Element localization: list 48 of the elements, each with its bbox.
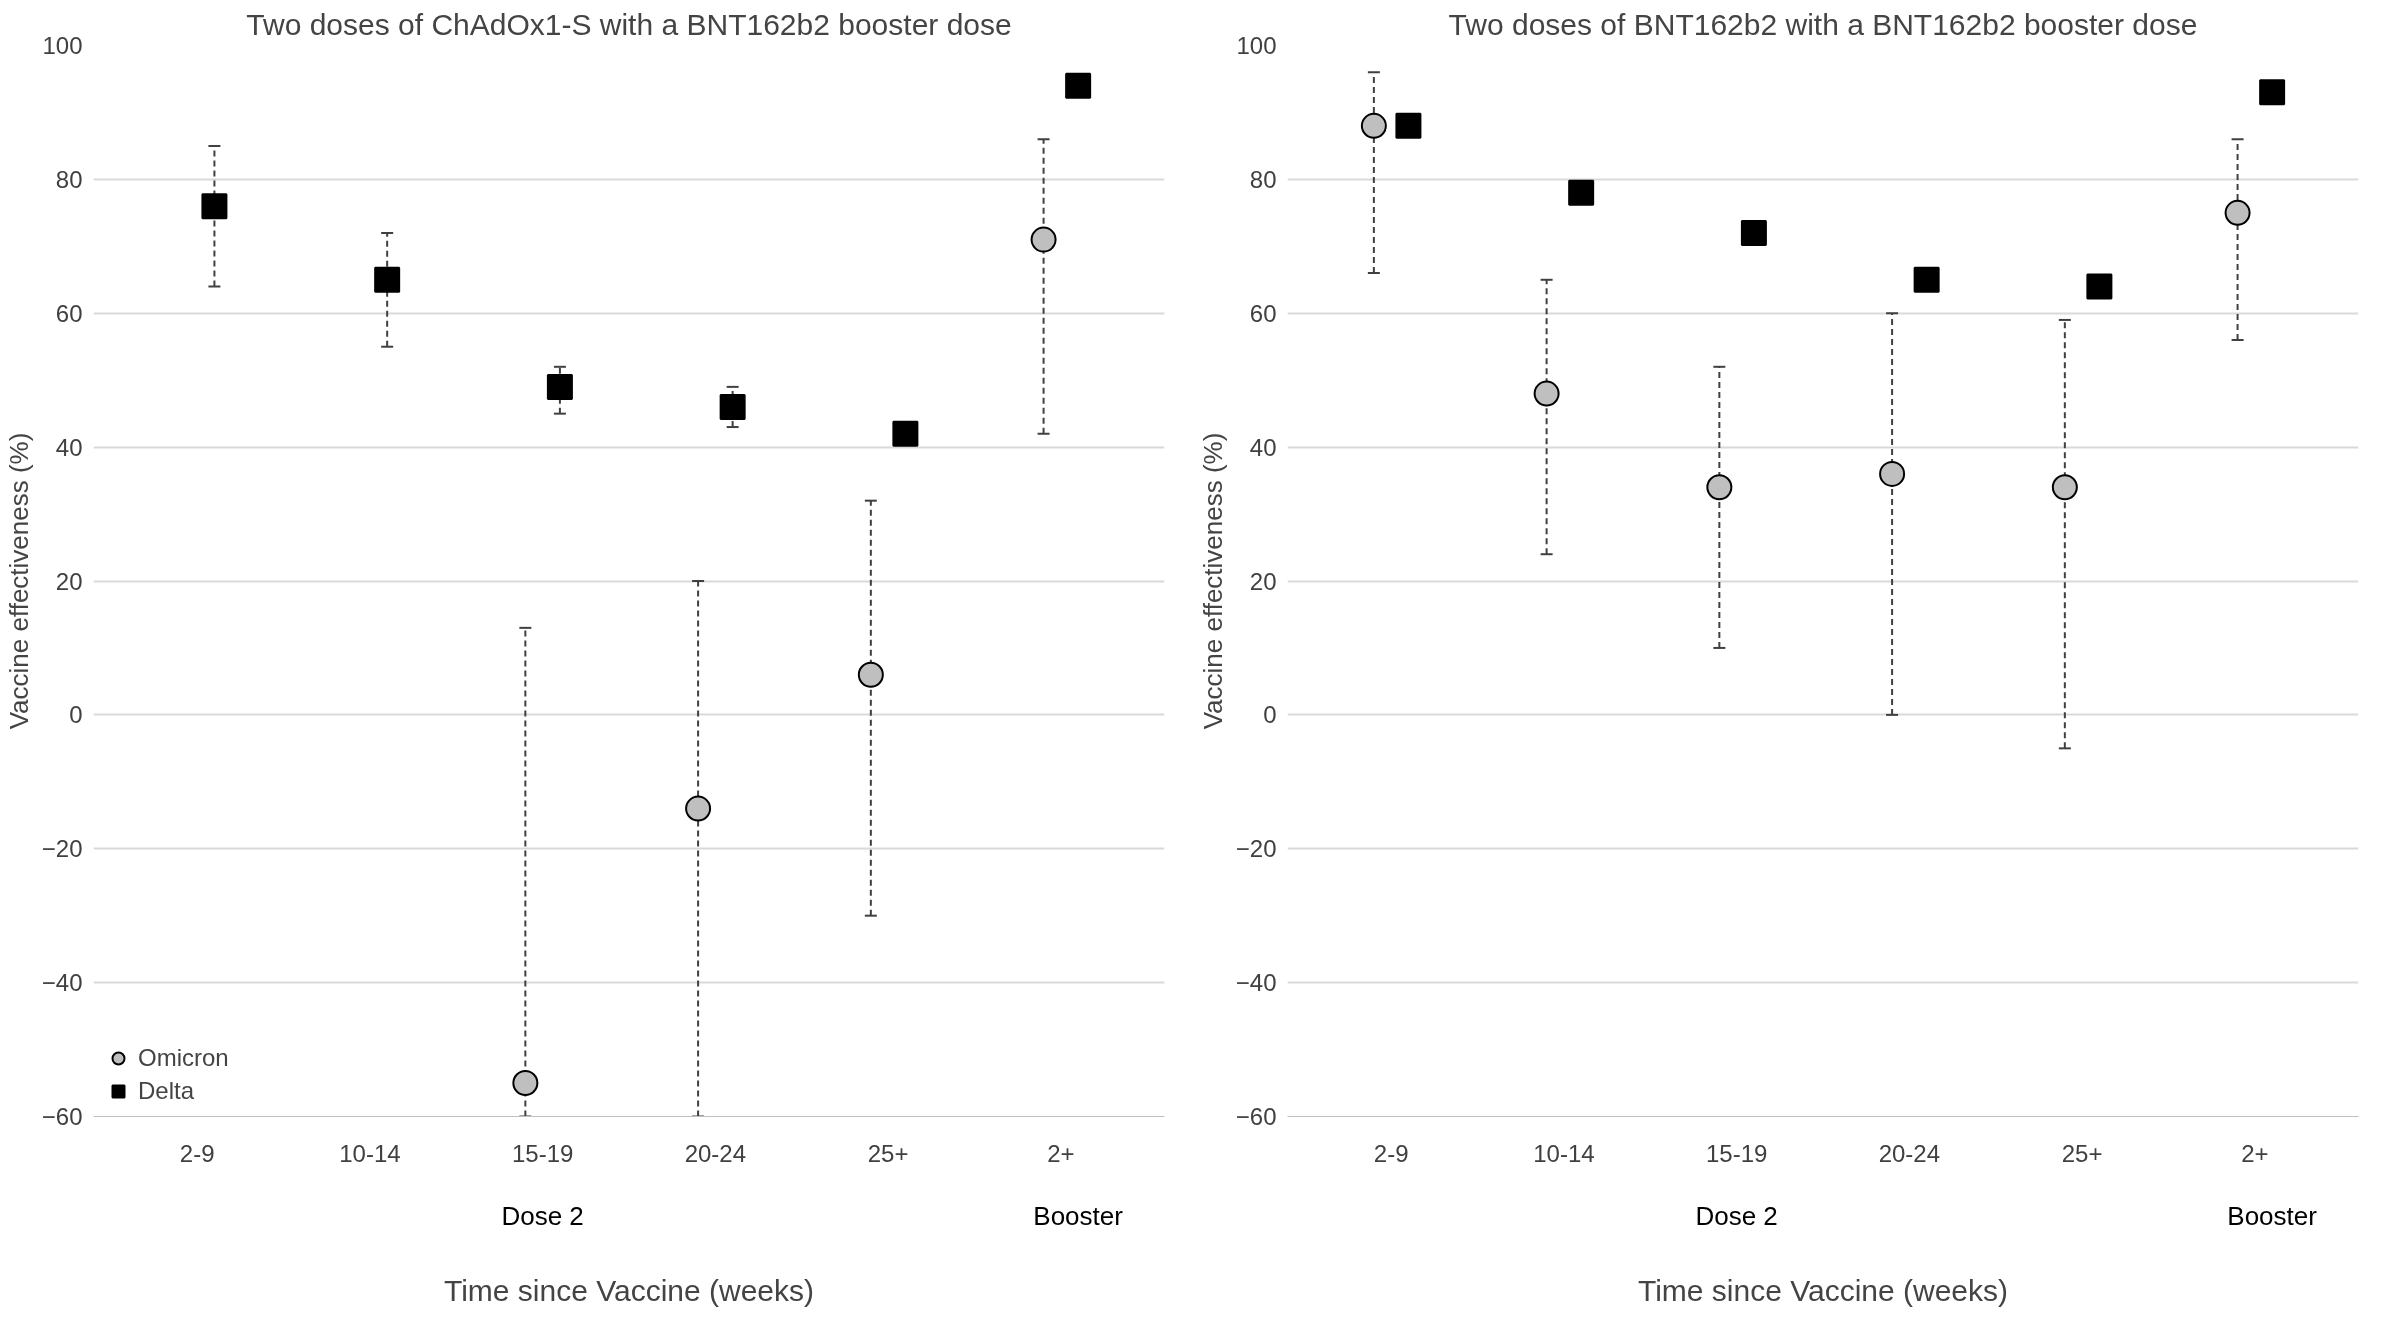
y-axis-title: Vaccine effectiveness (%) — [3, 432, 34, 730]
point — [201, 193, 228, 220]
y-tick-label: 0 — [1263, 701, 1277, 729]
y-tick-label: 0 — [69, 701, 83, 729]
point — [892, 420, 919, 447]
y-axis-title: Vaccine effectiveness (%) — [1197, 432, 1228, 730]
point — [546, 373, 573, 400]
y-tick-label: 20 — [1249, 567, 1277, 595]
y-tick-label: −60 — [41, 1103, 83, 1130]
point — [1065, 72, 1092, 99]
text: Booster — [1033, 1200, 1124, 1231]
y-tick-label: −40 — [1235, 969, 1277, 997]
y-tick-label: −60 — [1235, 1103, 1277, 1130]
legend-label: Delta — [138, 1076, 195, 1106]
text: Dose 2 — [1695, 1200, 1778, 1231]
x-axis-title: Time since Vaccine (weeks) — [1637, 1273, 2009, 1307]
y-tick-label: 60 — [55, 299, 83, 327]
chart-title: Two doses of ChAdOx1-S with a BNT162b2 booster dose — [246, 7, 1012, 41]
y-tick-label: −20 — [1235, 835, 1277, 863]
y-tick-label: −40 — [41, 969, 83, 997]
y-tick-label: −20 — [41, 835, 83, 863]
point — [374, 266, 401, 293]
x-tick-label: 20-24 — [684, 1139, 747, 1167]
x-tick-label: 2-9 — [179, 1139, 215, 1167]
x-tick-label: 15-19 — [511, 1139, 574, 1167]
x-tick-label: 10-14 — [1533, 1139, 1595, 1167]
y-tick-label: 20 — [55, 567, 83, 595]
x-tick-label: 2+ — [2241, 1139, 2269, 1167]
y-tick-label: 100 — [1236, 32, 1277, 59]
chart-title: Two doses of BNT162b2 with a BNT162b2 booster dose — [1448, 7, 2198, 41]
x-tick-label: 2+ — [1047, 1139, 1075, 1167]
legend-label: Omicron — [138, 1043, 229, 1073]
x-axis-title: Time since Vaccine (weeks) — [443, 1273, 815, 1307]
x-tick-label: 15-19 — [1705, 1139, 1768, 1167]
y-tick-label: 80 — [1249, 165, 1277, 193]
x-tick-label: 25+ — [2061, 1139, 2103, 1167]
y-tick-label: 60 — [1249, 299, 1277, 327]
text: Booster — [2227, 1200, 2318, 1231]
x-tick-label: 20-24 — [1878, 1139, 1941, 1167]
y-tick-label: 80 — [55, 165, 83, 193]
y-tick-label: 100 — [42, 32, 83, 59]
point — [719, 393, 746, 420]
x-tick-label: 10-14 — [339, 1139, 401, 1167]
y-tick-label: 40 — [55, 433, 83, 461]
y-tick-label: 40 — [1249, 433, 1277, 461]
x-tick-label: 2-9 — [1373, 1139, 1409, 1167]
text: Dose 2 — [501, 1200, 584, 1231]
x-tick-label: 25+ — [867, 1139, 909, 1167]
